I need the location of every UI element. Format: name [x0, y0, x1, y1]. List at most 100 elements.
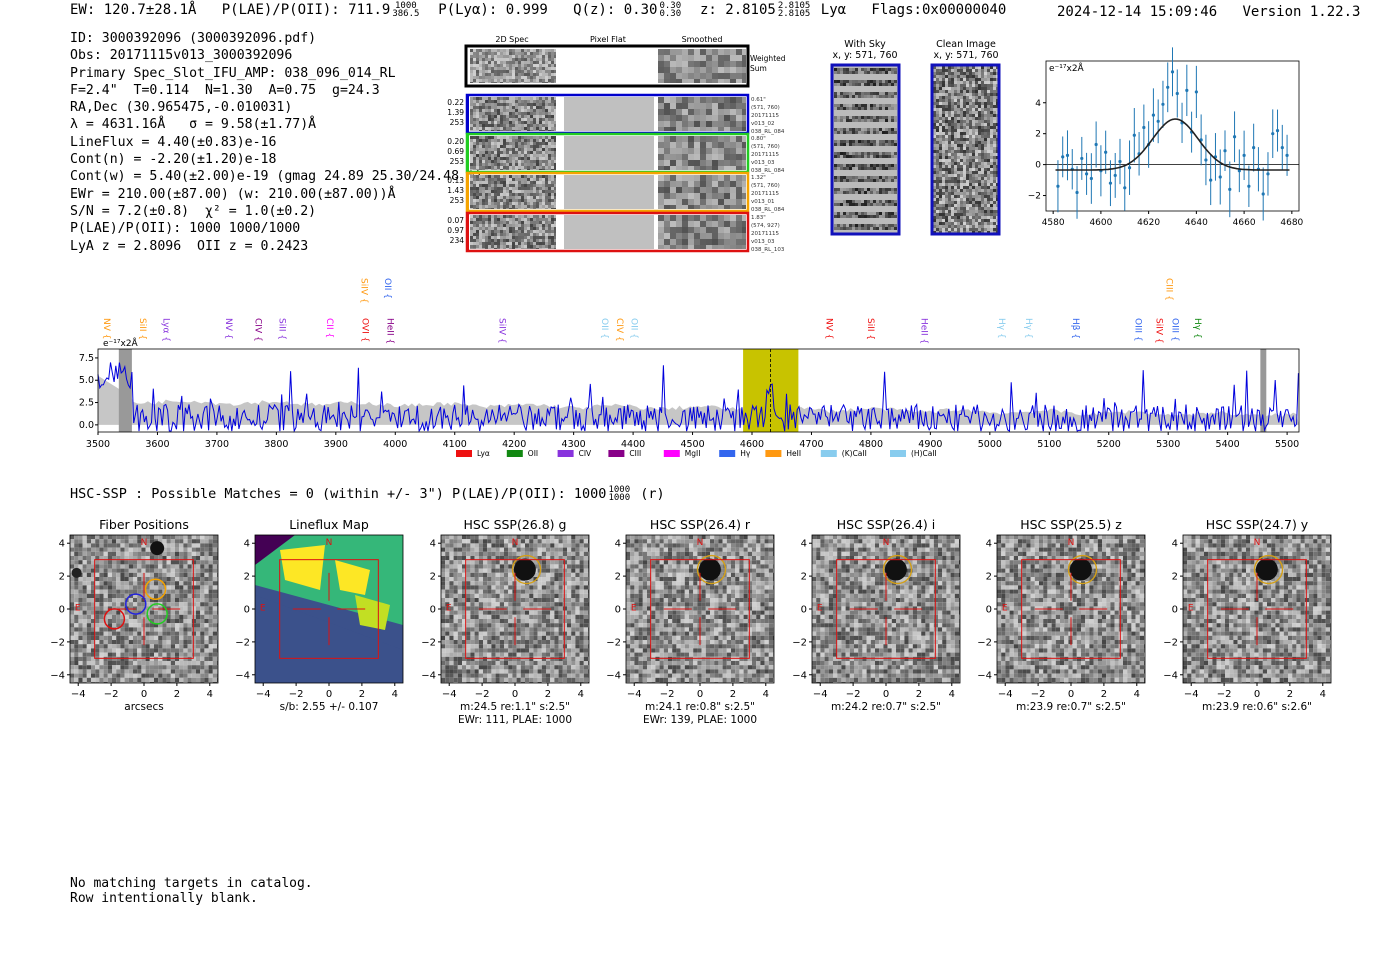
- legend-swatch: [557, 450, 574, 457]
- emission-line-marker: NV {: [823, 318, 833, 339]
- hsc-panel-caption: m:23.9 re:0.6" s:2.6": [1202, 701, 1312, 713]
- emission-line-label: HeII {: [385, 318, 395, 344]
- fit-data-point: [1242, 153, 1246, 157]
- hsc-xtick-label: 0: [326, 689, 332, 700]
- emission-line-marker: OII {: [628, 318, 638, 339]
- hsc-summary: HSC-SSP : Possible Matches = 0 (within +…: [70, 485, 665, 503]
- emission-line-label: HeII {: [918, 318, 928, 344]
- hsc-source-ellipse: [882, 554, 913, 585]
- info-line: Primary Spec_Slot_IFU_AMP: 038_096_014_R…: [70, 65, 396, 81]
- spectrum-xtick-label: 3600: [145, 439, 169, 450]
- fit-data-point: [1089, 176, 1093, 181]
- with-sky-stripe: [834, 212, 897, 218]
- hsc-panel-title: HSC SSP(26.8) g: [464, 517, 567, 532]
- fit-data-point: [1118, 159, 1122, 164]
- legend-swatch: [608, 450, 625, 457]
- with-sky-title: With Sky: [844, 39, 886, 50]
- spectrum-xtick-label: 5300: [1156, 439, 1180, 450]
- emission-line-marker: CII {: [324, 318, 334, 338]
- z-value: z: 2.8105: [699, 2, 776, 18]
- hsc-ytick-label: −2: [606, 637, 621, 648]
- emission-line-label: OVI {: [360, 318, 370, 342]
- emission-line-marker: SiIV {: [496, 318, 506, 344]
- clean-image-noise: [933, 66, 998, 233]
- hsc-panel: Fiber Positions N E −4 −2 0 2 4 4 2 0 −2 −4 arcsecs: [50, 517, 219, 713]
- fiber-row-stat: 0.20: [447, 137, 464, 146]
- hsc-xtick-label: 2: [545, 689, 551, 700]
- fiber-row-meta: 20171115: [751, 113, 779, 119]
- hsc-xtick-label: 2: [174, 689, 180, 700]
- hsc-ytick-label: −2: [50, 637, 65, 648]
- fit-data-point: [1142, 125, 1146, 130]
- header-timestamp: 2024-12-14 15:09:46 Version 1.22.3: [1057, 4, 1360, 20]
- fit-ytick-label: 2: [1035, 130, 1041, 140]
- clean-image-title: Clean Image: [936, 39, 996, 50]
- fit-data-point: [1075, 190, 1079, 195]
- info-line: ID: 3000392096 (3000392096.pdf): [70, 31, 317, 46]
- hsc-xtick-label: −2: [1031, 689, 1046, 700]
- full-spectrum-plot: e⁻¹⁷x2Å 7.5 5.0 2.5 0.0 3500 3600 3700 3800 3900 4…: [79, 278, 1300, 458]
- fiber-row-meta: (571, 760): [751, 144, 780, 150]
- with-sky-stripe: [834, 68, 897, 74]
- version: Version 1.22.3: [1242, 4, 1361, 20]
- fiber-row-meta: 038_RL_084: [751, 129, 785, 135]
- fit-ytick-label: 0: [1035, 161, 1041, 171]
- fiber-row-stat: 1.43: [447, 186, 464, 195]
- fit-xtick-label: 4640: [1185, 218, 1208, 228]
- hsc-ytick-label: 0: [244, 605, 250, 616]
- fit-data-point: [1228, 187, 1232, 191]
- fiber-2d-spec-cutout: [470, 97, 556, 131]
- emission-line-label: SiIV {: [496, 318, 506, 344]
- hsc-ytick-label: 0: [615, 605, 621, 616]
- hsc-ytick-label: 2: [801, 572, 807, 583]
- fiber-pixel-flat-cutout: [564, 215, 654, 249]
- fiber-row-meta: 0.61": [751, 97, 766, 103]
- fiber-row-stat: 253: [450, 196, 465, 205]
- emission-line-label: NV {: [101, 318, 111, 339]
- emission-line-marker: HeII {: [385, 318, 395, 344]
- hsc-ytick-label: 4: [986, 539, 992, 550]
- hsc-ytick-label: 0: [801, 605, 807, 616]
- spectrum-xtick-label: 4200: [502, 439, 526, 450]
- fiber-row-color-marker: [466, 95, 469, 133]
- hsc-xtick-label: −4: [71, 689, 86, 700]
- info-line: Cont(n) = -2.20(±1.20)e-18: [70, 152, 277, 168]
- fit-data-point: [1218, 175, 1222, 179]
- fit-data-point: [1271, 132, 1275, 136]
- fiber-row-meta: 20171115: [751, 231, 779, 237]
- fit-data-point: [1132, 133, 1136, 137]
- hsc-ytick-label: 4: [615, 539, 621, 550]
- hsc-panel-title: HSC SSP(24.7) y: [1206, 517, 1309, 532]
- emission-line-label: SiII {: [276, 318, 286, 340]
- emission-line-label: SiII {: [137, 318, 147, 340]
- hsc-bright-source: [698, 558, 721, 581]
- hsc-bright-source: [71, 567, 82, 578]
- flux-map-peak: [335, 560, 370, 595]
- hsc-panel-title: HSC SSP(25.5) z: [1020, 517, 1122, 532]
- fit-data-point: [1061, 155, 1065, 159]
- hsc-panel-caption: m:24.2 re:0.7" s:2.5": [831, 701, 941, 713]
- fiber-row-stat: 0.69: [447, 147, 464, 156]
- emission-line-label: SiIV {: [358, 278, 368, 304]
- fit-data-point: [1223, 149, 1227, 153]
- fiber-row-meta: 038_RL_084: [751, 168, 785, 174]
- fiber-row-meta: (571, 760): [751, 105, 780, 111]
- fit-data-point: [1056, 184, 1060, 188]
- spectrum-xtick-label: 3500: [86, 439, 110, 450]
- emission-line-label: Hγ {: [996, 318, 1006, 339]
- hsc-bright-source: [1255, 558, 1278, 581]
- fit-data-point: [1170, 70, 1175, 74]
- hsc-ytick-label: 0: [430, 605, 436, 616]
- aperture-box: [1021, 559, 1121, 659]
- with-sky-stripe: [834, 224, 897, 230]
- hsc-xtick-label: 0: [141, 689, 147, 700]
- emission-line-marker: NV {: [223, 318, 233, 339]
- emission-line-label: CIII {: [1163, 278, 1173, 301]
- compass-north-label: N: [326, 538, 333, 548]
- line-id: Lyα: [820, 2, 847, 18]
- hsc-ytick-label: 0: [59, 605, 65, 616]
- fit-data-point: [1185, 88, 1189, 92]
- spectrum-xtick-label: 5500: [1275, 439, 1299, 450]
